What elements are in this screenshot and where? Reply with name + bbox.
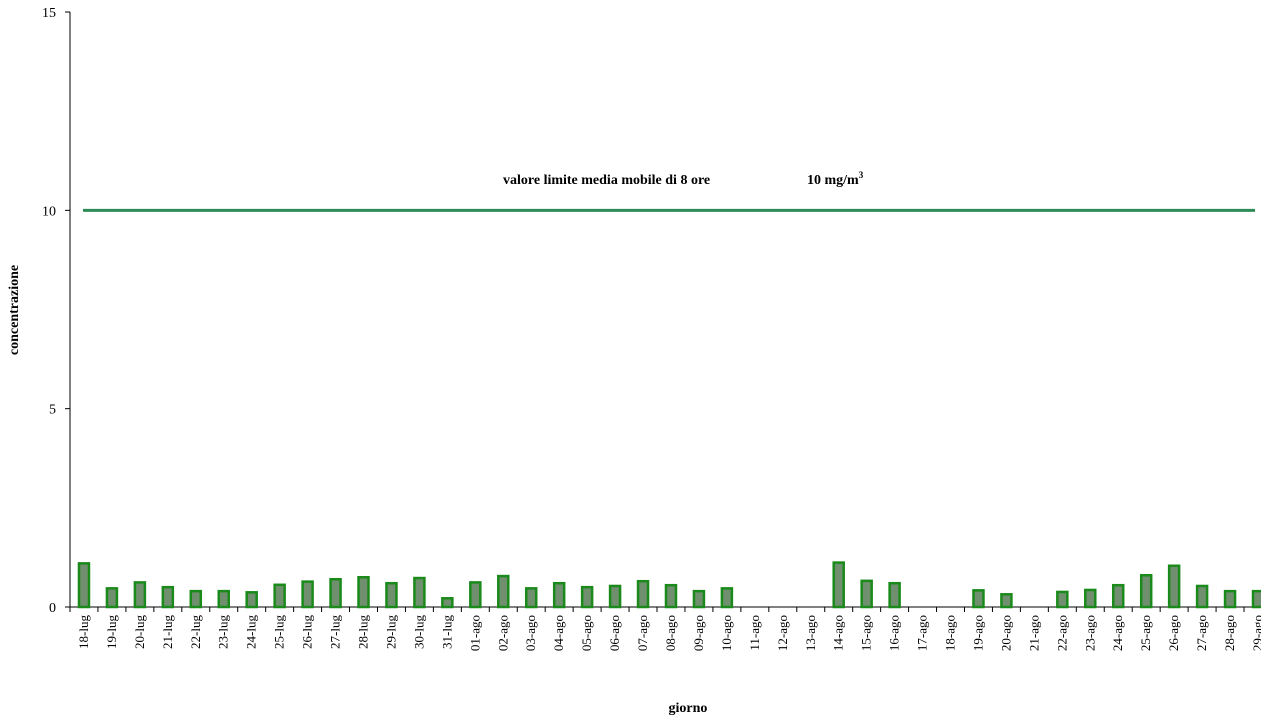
limit-line-unit-superscript: 3	[859, 170, 864, 180]
bar	[413, 576, 426, 609]
bar	[1167, 564, 1181, 609]
x-tick-label: 18-ago	[943, 615, 958, 651]
bar	[469, 581, 482, 609]
bar	[1056, 590, 1069, 609]
bar	[301, 580, 314, 609]
bar	[189, 589, 203, 609]
x-tick-label: 24-ago	[1110, 615, 1125, 651]
x-tick-label: 06-ago	[607, 615, 622, 651]
bar	[692, 589, 706, 609]
x-tick-label: 30-lug	[411, 615, 426, 649]
bar	[329, 577, 342, 609]
x-tick-label: 17-ago	[915, 615, 930, 651]
x-tick-label: 07-ago	[635, 615, 650, 651]
y-tick-label: 10	[42, 204, 56, 219]
x-tick-label: 11-ago	[747, 615, 762, 651]
x-tick-label: 21-lug	[160, 615, 175, 649]
x-tick-label: 26-lug	[300, 615, 315, 649]
y-tick-label: 5	[49, 403, 56, 418]
bar	[105, 587, 119, 609]
bar	[608, 584, 622, 609]
x-tick-label: 28-lug	[356, 615, 371, 649]
x-tick-label: 29-ago	[1250, 615, 1261, 651]
x-tick-label: 22-ago	[1054, 615, 1069, 651]
bar	[441, 597, 454, 609]
limit-line-value-text: 10 mg/m	[807, 173, 859, 188]
x-tick-label: 23-lug	[216, 615, 231, 649]
x-tick-label: 01-ago	[467, 615, 482, 651]
bar	[1111, 583, 1125, 609]
bar	[636, 579, 650, 609]
x-tick-label: 22-lug	[188, 615, 203, 649]
bar	[357, 576, 370, 609]
bar-series	[77, 561, 1261, 609]
bar	[860, 579, 873, 609]
x-tick-label: 20-lug	[132, 615, 147, 649]
x-tick-label: 03-ago	[523, 615, 538, 651]
bar	[133, 581, 147, 609]
bar	[1000, 593, 1013, 609]
x-axis-label: giorno	[669, 701, 708, 715]
x-axis: 18-lug 19-lug 20-lug 21-lug 22-lug 23-lug 24-l…	[69, 606, 1261, 651]
bar	[888, 581, 901, 609]
bar	[552, 581, 566, 609]
y-axis-label: concentrazione	[7, 265, 22, 355]
bar	[1139, 574, 1153, 609]
x-tick-label: 20-ago	[998, 615, 1013, 651]
bar	[664, 583, 678, 609]
x-tick-label: 31-lug	[439, 615, 454, 649]
bar	[273, 583, 286, 609]
x-tick-label: 12-ago	[775, 615, 790, 651]
bar	[217, 589, 230, 609]
bar	[161, 585, 175, 609]
limit-line-label: valore limite media mobile di 8 ore	[503, 173, 710, 188]
y-tick-label: 0	[49, 601, 56, 616]
x-tick-label: 21-ago	[1026, 615, 1041, 651]
x-tick-label: 25-ago	[1138, 615, 1153, 651]
bar	[972, 589, 985, 609]
x-tick-label: 25-lug	[272, 615, 287, 649]
bar	[1223, 589, 1237, 609]
x-tick-label: 09-ago	[691, 615, 706, 651]
bar	[1251, 589, 1261, 609]
x-tick-label: 19-lug	[104, 615, 119, 649]
bar	[497, 574, 510, 609]
x-tick-label: 24-lug	[244, 615, 259, 649]
bar	[385, 581, 398, 609]
x-tick-label: 26-ago	[1166, 615, 1181, 651]
bar	[832, 561, 845, 609]
bar	[524, 587, 538, 609]
x-tick-label: 15-ago	[859, 615, 874, 651]
x-tick-label: 16-ago	[887, 615, 902, 651]
x-tick-label: 27-lug	[328, 615, 343, 649]
x-tick-label: 14-ago	[831, 615, 846, 651]
bar	[245, 591, 258, 609]
y-axis: 0 5 10 15	[42, 6, 71, 616]
x-tick-label: 13-ago	[803, 615, 818, 651]
x-tick-label: 10-ago	[719, 615, 734, 651]
x-tick-label: 02-ago	[495, 615, 510, 651]
x-tick-label: 23-ago	[1082, 615, 1097, 651]
x-tick-label: 18-lug	[76, 615, 91, 649]
x-tick-label: 28-ago	[1222, 615, 1237, 651]
x-tick-label: 08-ago	[663, 615, 678, 651]
bar	[1084, 588, 1097, 609]
bar	[1195, 584, 1209, 609]
x-tick-label: 05-ago	[579, 615, 594, 651]
limit-line-value: 10 mg/m3	[807, 170, 864, 188]
bar	[77, 562, 91, 609]
x-tick-label: 29-lug	[383, 615, 398, 649]
bar	[580, 585, 594, 609]
y-tick-label: 15	[42, 6, 56, 21]
x-tick-label: 04-ago	[551, 615, 566, 651]
x-tick-label: 19-ago	[970, 615, 985, 651]
x-tick-label: 27-ago	[1194, 615, 1209, 651]
bar	[720, 587, 734, 609]
